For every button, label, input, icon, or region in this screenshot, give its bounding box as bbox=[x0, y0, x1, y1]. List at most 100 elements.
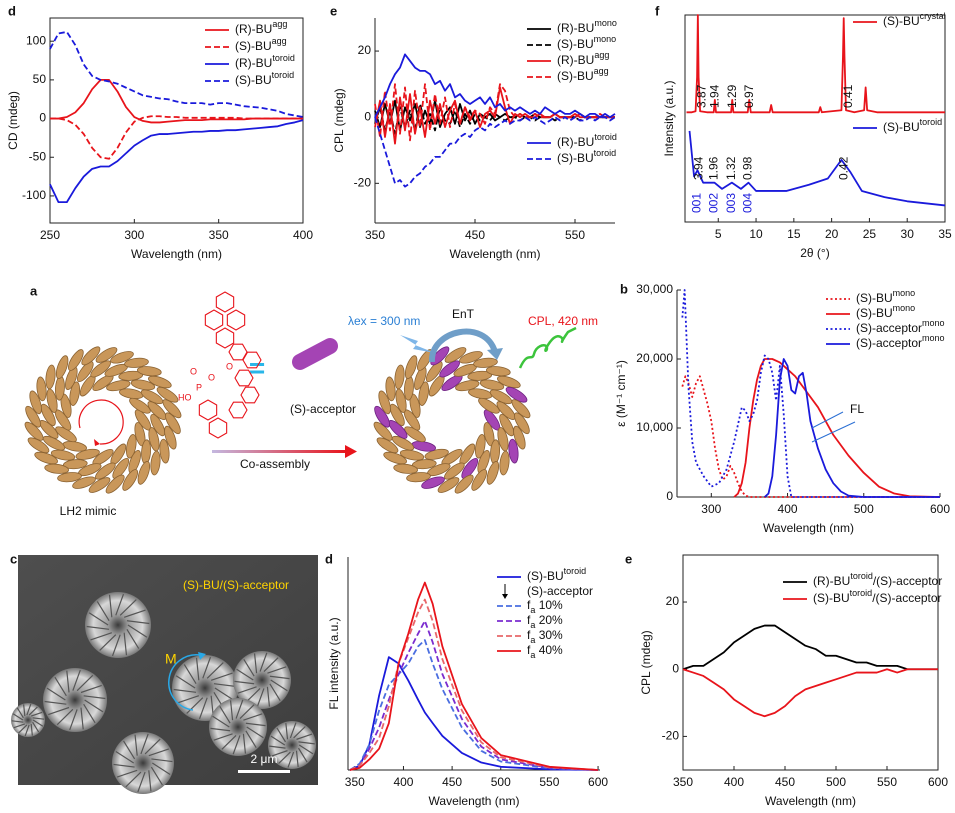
emission-label: CPL, 420 nm bbox=[528, 314, 598, 328]
y-axis-title: CPL (mdeg) bbox=[639, 630, 653, 694]
legend-label: (S)-acceptormono bbox=[856, 333, 945, 350]
subunit bbox=[439, 360, 460, 378]
data-line bbox=[49, 31, 304, 118]
data-line bbox=[374, 53, 616, 119]
x-tick-label: 300 bbox=[701, 502, 721, 516]
subunit bbox=[148, 375, 172, 389]
subunit bbox=[511, 399, 531, 419]
coassembly-arrowhead bbox=[345, 445, 357, 458]
particle-texture bbox=[285, 722, 289, 740]
particle-texture bbox=[242, 733, 247, 754]
legend-text: toroid bbox=[272, 70, 295, 80]
legend-label: (S)-BUmono bbox=[856, 303, 915, 320]
legend-label: (R)-BUtoroid bbox=[557, 132, 617, 149]
data-line bbox=[764, 358, 940, 498]
peak-label: 003 bbox=[724, 193, 738, 213]
subunit bbox=[424, 448, 449, 460]
subunit bbox=[383, 451, 407, 465]
data-line bbox=[349, 620, 599, 771]
legend-text: mono bbox=[893, 288, 916, 298]
y-tick-label: -50 bbox=[29, 149, 47, 163]
particle-texture bbox=[210, 727, 231, 732]
arrow-label: Co-assembly bbox=[240, 457, 310, 471]
chem-ring bbox=[208, 417, 228, 439]
scale-bar bbox=[238, 770, 290, 773]
helicity-label: M bbox=[165, 651, 177, 667]
subunit bbox=[81, 346, 101, 366]
subunit bbox=[430, 346, 450, 366]
peak-label: 1.94 bbox=[707, 84, 721, 108]
acceptor-label: (S)-acceptor bbox=[290, 402, 356, 416]
particle-texture bbox=[116, 769, 138, 778]
x-tick-label: 500 bbox=[826, 775, 846, 789]
chart: d 350 400 450 500 550 600 Wavelength (nm) FL int… bbox=[325, 551, 608, 808]
subunit bbox=[122, 469, 139, 491]
particle-texture bbox=[56, 708, 74, 726]
particle-texture bbox=[271, 750, 288, 757]
legend-label: fa 10% bbox=[527, 598, 563, 615]
x-tick-label: 450 bbox=[775, 775, 795, 789]
particle-texture bbox=[150, 766, 163, 786]
particle-texture bbox=[126, 620, 150, 625]
panel-c: c M (S)-BU/(S)-acceptor 2 μm bbox=[10, 551, 318, 794]
particle-texture bbox=[90, 632, 113, 641]
x-tick-label: 400 bbox=[778, 502, 798, 516]
particle-texture bbox=[13, 723, 26, 729]
chem-ring bbox=[234, 369, 254, 387]
peak-label: 001 bbox=[689, 193, 703, 213]
chem-ring bbox=[228, 401, 248, 419]
subunit bbox=[72, 476, 96, 489]
legend-text: /(S)-acceptor bbox=[872, 591, 941, 605]
x-tick-label: 300 bbox=[124, 228, 144, 242]
x-tick-label: 25 bbox=[863, 227, 877, 241]
subunit bbox=[378, 390, 391, 415]
subunit bbox=[156, 386, 179, 403]
x-tick-label: 400 bbox=[293, 228, 313, 242]
particle-texture bbox=[115, 593, 125, 616]
panel-letter: d bbox=[8, 3, 16, 18]
particle-texture bbox=[229, 700, 234, 721]
legend-text: (S)-BU bbox=[813, 591, 850, 605]
panel-letter: e bbox=[330, 3, 337, 18]
particle-texture bbox=[236, 668, 254, 681]
particle-texture bbox=[202, 656, 212, 679]
particle-texture bbox=[54, 676, 67, 697]
particle bbox=[85, 592, 151, 658]
annotation-arrow bbox=[811, 411, 844, 429]
legend-text: (S)-acceptor bbox=[856, 321, 922, 335]
legend-text: agg bbox=[594, 66, 609, 76]
particle-texture bbox=[126, 628, 140, 649]
subunit bbox=[486, 461, 500, 485]
peak-label: 0.97 bbox=[742, 84, 756, 108]
legend-text: (S)-BU bbox=[235, 39, 272, 53]
particle-texture bbox=[213, 733, 233, 741]
legend-text: agg bbox=[594, 50, 609, 60]
y-tick-label: -100 bbox=[22, 188, 46, 202]
legend-text: (S)-BU bbox=[856, 306, 893, 320]
subunit bbox=[62, 459, 88, 470]
chem-ring bbox=[215, 327, 235, 349]
particle-texture bbox=[246, 726, 264, 739]
particle-texture bbox=[26, 703, 32, 716]
legend-text: f bbox=[527, 628, 531, 642]
subunit bbox=[418, 381, 430, 406]
transfer-arrow bbox=[428, 328, 498, 363]
particle-texture bbox=[235, 699, 244, 719]
subunit bbox=[497, 375, 521, 389]
particle-texture bbox=[30, 723, 33, 736]
subunit bbox=[399, 449, 425, 461]
subunit bbox=[137, 461, 151, 485]
subunit bbox=[50, 449, 76, 461]
peak-label: 0.98 bbox=[741, 156, 755, 180]
particle-texture bbox=[243, 659, 255, 677]
transfer-arrowhead bbox=[487, 348, 503, 360]
x-tick-label: 550 bbox=[877, 775, 897, 789]
particle bbox=[112, 732, 174, 794]
annotation: FL bbox=[850, 402, 864, 416]
subunit bbox=[90, 360, 111, 378]
particle bbox=[209, 698, 267, 756]
particle-texture bbox=[293, 726, 306, 739]
y-tick-label: 0 bbox=[666, 489, 673, 503]
scale-bar-label: 2 μm bbox=[251, 752, 278, 766]
legend-text: 10% bbox=[535, 598, 563, 612]
